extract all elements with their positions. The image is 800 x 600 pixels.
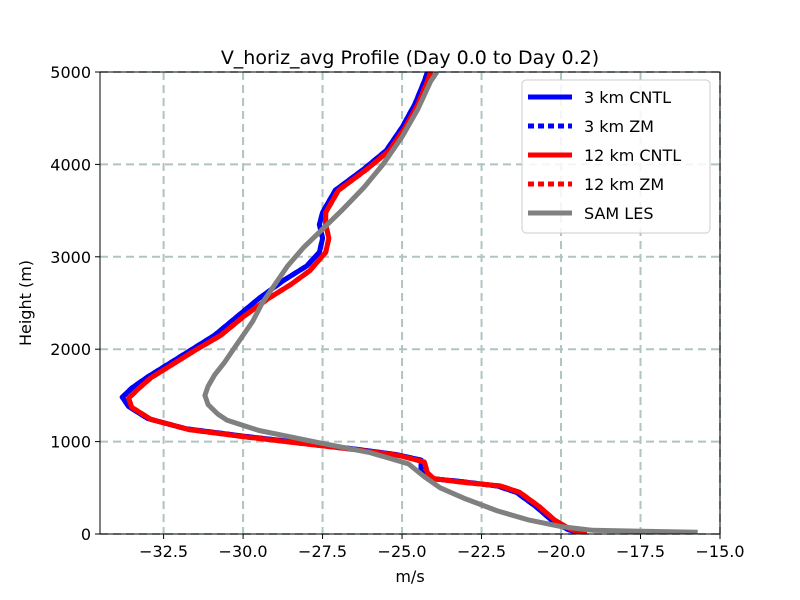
legend-box (521, 79, 711, 234)
chart-title: V_horiz_avg Profile (Day 0.0 to Day 0.2) (221, 47, 599, 69)
y-tick-label: 1000 (50, 433, 91, 452)
x-axis-ticks: −32.5 −30.0 −27.5 −25.0 −22.5 −20.0 −17.5 −15.0 (139, 534, 745, 561)
legend-label: 12 km ZM (584, 175, 664, 194)
y-axis-label: Height (m) (16, 260, 35, 346)
x-tick-label: −25.0 (378, 542, 427, 561)
legend-label: 3 km ZM (584, 117, 654, 136)
y-tick-label: 0 (81, 525, 91, 544)
x-tick-label: −17.5 (616, 542, 665, 561)
x-tick-label: −20.0 (537, 542, 586, 561)
plot-lines (119, 72, 698, 534)
y-tick-label: 3000 (50, 248, 91, 267)
series-line-12-km-zm (126, 72, 588, 534)
y-axis-ticks: 0 1000 2000 3000 4000 5000 (50, 63, 100, 544)
y-tick-label: 2000 (50, 340, 91, 359)
axes-frame (99, 71, 721, 535)
legend-label: 3 km CNTL (584, 88, 671, 107)
y-tick-label: 4000 (50, 155, 91, 174)
x-tick-label: −27.5 (298, 542, 347, 561)
y-tick-label: 5000 (50, 63, 91, 82)
x-tick-label: −15.0 (695, 542, 744, 561)
series-line-sam-les (202, 72, 698, 534)
legend-label: 12 km CNTL (584, 146, 681, 165)
x-axis-label: m/s (395, 567, 424, 586)
x-tick-label: −30.0 (219, 542, 268, 561)
legend-label: SAM LES (584, 204, 653, 223)
x-tick-label: −32.5 (139, 542, 188, 561)
x-tick-label: −22.5 (457, 542, 506, 561)
legend: 3 km CNTL 3 km ZM 12 km CNTL 12 km ZM SAM LE… (521, 79, 711, 234)
